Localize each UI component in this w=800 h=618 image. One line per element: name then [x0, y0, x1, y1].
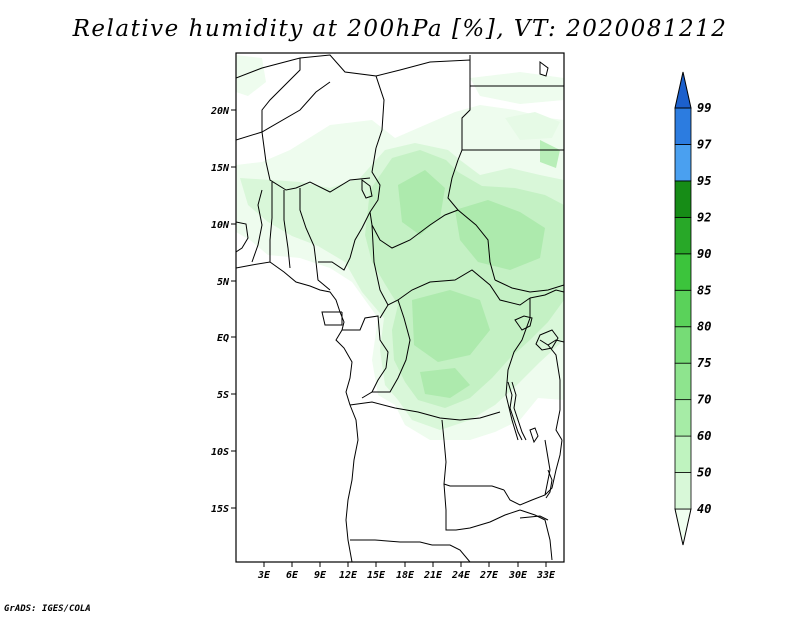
colorbar-bin [674, 253, 692, 291]
lat-label: 20N [210, 106, 230, 117]
humidity-shading [236, 55, 564, 440]
lon-label: 6E [286, 570, 299, 581]
lon-label: 27E [479, 570, 499, 581]
colorbar-label: 85 [697, 283, 711, 297]
lat-label: 10N [211, 220, 230, 231]
map-frame [235, 52, 565, 563]
colorbar-bin [674, 326, 692, 364]
lon-label: 33E [536, 570, 556, 581]
colorbar-bin [674, 180, 692, 218]
lat-label: 10S [211, 447, 229, 458]
colorbar-label: 95 [697, 174, 711, 188]
colorbar-bin [674, 472, 692, 510]
chart-title: Relative humidity at 200hPa [%], VT: 202… [72, 16, 728, 42]
grads-credit: GrADS: IGES/COLA [4, 604, 91, 614]
lon-labels: 3E 6E 9E 12E 15E 18E 21E 24E 27E 30E 33E [257, 570, 556, 581]
colorbar-bin [674, 399, 692, 437]
lon-label: 30E [508, 570, 528, 581]
colorbar-label: 60 [697, 429, 711, 443]
colorbar-label: 40 [697, 502, 711, 516]
lat-label: 5N [217, 277, 230, 288]
lon-label: 9E [314, 570, 327, 581]
colorbar-label: 50 [697, 466, 711, 480]
lat-ticks [231, 109, 236, 509]
colorbar-bin [674, 289, 692, 328]
lat-labels: 20N 15N 10N 5N EQ 5S 10S 15S [210, 106, 230, 515]
lon-label: 12E [339, 570, 358, 581]
lakes [361, 61, 559, 521]
colorbar-bin [674, 435, 692, 473]
colorbar-bin [674, 144, 692, 182]
lon-label: 3E [257, 570, 271, 581]
lon-ticks [263, 562, 547, 567]
country-borders [236, 54, 564, 562]
colorbar-label: 90 [697, 247, 711, 261]
lat-label: EQ [217, 333, 229, 344]
colorbar-bin [674, 362, 692, 401]
colorbar: 40 50 60 70 75 80 85 90 92 95 97 99 [674, 71, 712, 546]
colorbar-label: 75 [697, 356, 711, 370]
colorbar-bin [674, 71, 692, 109]
colorbar-label: 80 [697, 320, 711, 334]
lon-label: 24E [451, 570, 471, 581]
colorbar-label: 97 [697, 137, 712, 151]
lat-label: 15S [211, 504, 229, 515]
colorbar-bin [674, 107, 692, 145]
colorbar-label: 70 [697, 393, 711, 407]
lat-label: 15N [211, 163, 230, 174]
lon-label: 15E [367, 570, 386, 581]
colorbar-label: 92 [697, 210, 711, 224]
colorbar-label: 99 [697, 101, 711, 115]
lon-label: 18E [396, 570, 415, 581]
colorbar-bin [674, 508, 692, 546]
lat-label: 5S [217, 390, 229, 401]
colorbar-bin [674, 216, 692, 255]
rh-contour-70 [398, 170, 445, 235]
lon-label: 21E [423, 570, 443, 581]
